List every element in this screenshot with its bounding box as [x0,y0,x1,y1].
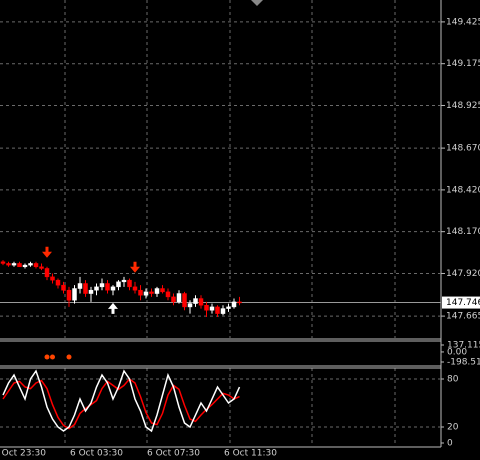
y-tick-label: 149.425 [446,17,480,27]
y-tick-label: 148.170 [446,227,480,237]
y-tick-label: 149.175 [446,59,480,69]
indicator-dot [44,354,50,360]
y-tick-label: 147.665 [446,312,480,322]
candle-body [22,264,28,268]
candle-body [39,266,44,269]
candle-body [176,293,182,303]
candle-body [17,263,22,268]
candle-body [220,308,226,314]
candle-body [88,289,94,294]
candle-body [127,279,132,288]
indicator-dot [50,354,55,360]
candle-body [154,288,160,294]
candle-body [72,288,77,301]
candle-body [143,291,149,296]
candle-body [171,296,176,303]
oscillator-line [2,369,241,433]
candle-body [110,286,116,291]
candle-body [193,298,198,304]
candle-body [33,263,39,268]
x-tick-label: 6 Oct 11:30 [224,449,277,459]
candle-body [50,276,55,281]
last-price-label: 147.746 [446,298,480,308]
candle-body [61,284,66,291]
candle-body [44,268,50,278]
candle-body [55,279,61,286]
y-tick-label: 147.920 [446,269,480,279]
candle-body [226,306,231,309]
buy-arrow [108,302,118,314]
candle-body [187,303,193,308]
candle-body [231,301,237,308]
candle-body [28,263,33,266]
y-tick-label: 0 [447,439,453,449]
candle-body [138,289,143,296]
candle-body [94,286,99,291]
candle-body [6,263,11,266]
shift-marker [251,0,263,6]
candle-body [66,289,72,301]
y-tick-label: 0.00 [447,347,467,357]
candle-body [83,283,88,294]
y-tick-label: -198.51 [447,358,480,368]
candle-body [99,283,105,288]
candle-body [204,304,209,311]
candle-body [209,306,215,311]
candle-body [237,301,242,304]
last-price-box [442,296,480,309]
x-tick-label: 6 Oct 03:30 [70,449,123,459]
y-tick-label: 20 [447,423,459,433]
x-tick-label: 6 Oct 23:30 [0,449,46,459]
candle-body [121,279,127,283]
candle-body [11,263,17,266]
oscillator-line [2,377,240,430]
x-tick-label: 6 Oct 07:30 [147,449,200,459]
y-tick-label: 148.670 [446,144,480,154]
candle-body [105,283,110,291]
candle-body [165,291,171,298]
candle-body [182,293,187,308]
indicator-dot [66,354,72,360]
candle-body [116,281,121,288]
candle-body [0,261,6,264]
candle-body [77,283,83,289]
candle-body [132,286,138,291]
y-tick-label: 137.115 [447,341,480,351]
y-tick-label: 80 [447,375,459,385]
candle-body [160,288,165,293]
sell-arrow [130,261,140,273]
sell-arrow [42,246,52,258]
y-tick-label: 148.925 [446,101,480,111]
candle-body [149,291,154,294]
candle-body [198,298,204,306]
y-tick-label: 148.420 [446,185,480,195]
candle-body [215,306,220,314]
vertical-grid [64,0,396,446]
